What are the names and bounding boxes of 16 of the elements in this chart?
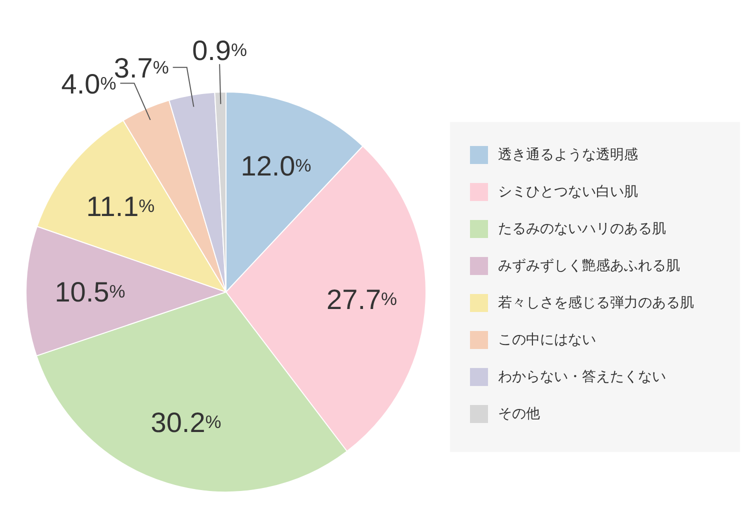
legend-label: 透き通るような透明感: [498, 146, 638, 164]
legend-label: シミひとつない白い肌: [498, 182, 638, 200]
legend-label: その他: [498, 404, 540, 422]
data-label: 4.0%: [61, 68, 116, 99]
legend-label: みずみずしく艶感あふれる肌: [498, 256, 680, 274]
data-label: 12.0%: [240, 150, 312, 182]
data-label: 3.7%: [114, 52, 169, 83]
legend-label: この中にはない: [498, 330, 596, 348]
legend-label: たるみのないハリのある肌: [498, 220, 666, 238]
data-label: 10.5%: [54, 276, 126, 307]
data-label: 27.7%: [326, 284, 398, 315]
data-label: 30.2%: [150, 406, 222, 438]
data-label: 0.9%: [192, 34, 248, 66]
legend-label: 若々しさを感じる弾力のある肌: [498, 294, 694, 312]
legend-label: わからない・答えたくない: [498, 368, 666, 386]
data-label: 11.1%: [86, 190, 155, 222]
